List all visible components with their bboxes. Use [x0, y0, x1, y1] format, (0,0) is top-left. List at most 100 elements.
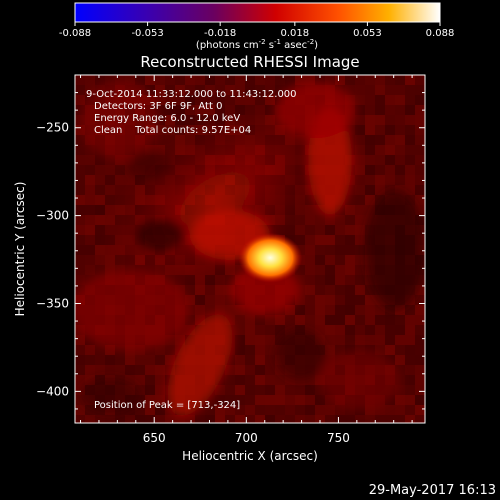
- image-pixel: [375, 135, 385, 145]
- image-pixel: [365, 85, 375, 95]
- image-pixel: [85, 155, 95, 165]
- image-pixel: [75, 95, 85, 105]
- image-pixel: [275, 415, 285, 423]
- image-pixel: [235, 415, 245, 423]
- image-pixel: [165, 95, 175, 105]
- image-pixel: [345, 235, 355, 245]
- image-pixel: [145, 375, 155, 385]
- image-pixel: [385, 185, 395, 195]
- image-pixel: [155, 105, 165, 115]
- image-pixel: [245, 85, 255, 95]
- image-pixel: [375, 405, 385, 415]
- image-pixel: [195, 95, 205, 105]
- image-pixel: [335, 205, 345, 215]
- image-pixel: [135, 345, 145, 355]
- image-pixel: [235, 325, 245, 335]
- image-pixel: [265, 325, 275, 335]
- image-pixel: [285, 405, 295, 415]
- image-pixel: [295, 305, 305, 315]
- image-pixel: [205, 285, 215, 295]
- image-pixel: [245, 385, 255, 395]
- image-pixel: [285, 325, 295, 335]
- image-pixel: [165, 405, 175, 415]
- colorbar: -0.088 -0.053 -0.018 0.018 0.053 0.088 (photo…: [59, 2, 454, 51]
- image-pixel: [95, 205, 105, 215]
- image-pixel: [305, 295, 315, 305]
- y-tick-label: −250: [36, 121, 69, 135]
- image-pixel: [315, 245, 325, 255]
- image-pixel: [315, 395, 325, 405]
- image-pixel: [215, 395, 225, 405]
- image-pixel: [85, 205, 95, 215]
- image-pixel: [225, 385, 235, 395]
- image-pixel: [295, 75, 305, 85]
- image-pixel: [85, 165, 95, 175]
- image-pixel: [75, 235, 85, 245]
- image-pixel: [365, 285, 375, 295]
- image-pixel: [85, 225, 95, 235]
- image-pixel: [225, 295, 235, 305]
- image-pixel: [195, 115, 205, 125]
- image-pixel: [415, 285, 425, 295]
- image-pixel: [235, 395, 245, 405]
- image-pixel: [345, 255, 355, 265]
- image-pixel: [395, 145, 405, 155]
- image-pixel: [365, 205, 375, 215]
- image-pixel: [325, 215, 335, 225]
- image-pixel: [225, 275, 235, 285]
- y-tick-label: −300: [36, 209, 69, 223]
- image-pixel: [325, 265, 335, 275]
- image-pixel: [155, 405, 165, 415]
- image-pixel: [205, 95, 215, 105]
- image-pixel: [95, 235, 105, 245]
- image-pixel: [105, 205, 115, 215]
- image-pixel: [85, 335, 95, 345]
- image-pixel: [355, 235, 365, 245]
- image-pixel: [325, 275, 335, 285]
- image-pixel: [105, 195, 115, 205]
- image-pixel: [255, 85, 265, 95]
- image-pixel: [275, 395, 285, 405]
- image-pixel: [95, 195, 105, 205]
- x-tick-label: 700: [235, 431, 258, 445]
- image-pixel: [315, 285, 325, 295]
- image-pixel: [195, 85, 205, 95]
- image-pixel: [405, 305, 415, 315]
- image-pixel: [245, 395, 255, 405]
- image-pixel: [225, 365, 235, 375]
- image-pixel: [245, 335, 255, 345]
- image-pixel: [105, 185, 115, 195]
- image-pixel: [135, 395, 145, 405]
- image-pixel: [255, 375, 265, 385]
- image-pixel: [145, 85, 155, 95]
- image-pixel: [295, 315, 305, 325]
- image-pixel: [415, 415, 425, 423]
- image-pixel: [245, 75, 255, 85]
- image-pixel: [395, 175, 405, 185]
- image-pixel: [325, 295, 335, 305]
- image-pixel: [325, 345, 335, 355]
- image-pixel: [95, 365, 105, 375]
- image-pixel: [355, 305, 365, 315]
- image-pixel: [155, 365, 165, 375]
- image-pixel: [375, 95, 385, 105]
- info-line-time: 9-Oct-2014 11:33:12.000 to 11:43:12.000: [86, 89, 297, 100]
- image-pixel: [375, 85, 385, 95]
- image-pixel: [405, 365, 415, 375]
- image-pixel: [415, 395, 425, 405]
- image-pixel: [205, 415, 215, 423]
- image-pixel: [205, 305, 215, 315]
- image-pixel: [305, 325, 315, 335]
- image-pixel: [235, 375, 245, 385]
- image-pixel: [365, 405, 375, 415]
- image-pixel: [275, 315, 285, 325]
- image-pixel: [315, 265, 325, 275]
- image-pixel: [95, 355, 105, 365]
- image-pixel: [375, 105, 385, 115]
- colorbar-tick-label: 0.053: [353, 28, 382, 39]
- image-pixel: [365, 295, 375, 305]
- image-pixel: [75, 125, 85, 135]
- image-pixel: [295, 265, 305, 275]
- timestamp: 29-May-2017 16:13: [369, 483, 496, 498]
- image-pixel: [305, 205, 315, 215]
